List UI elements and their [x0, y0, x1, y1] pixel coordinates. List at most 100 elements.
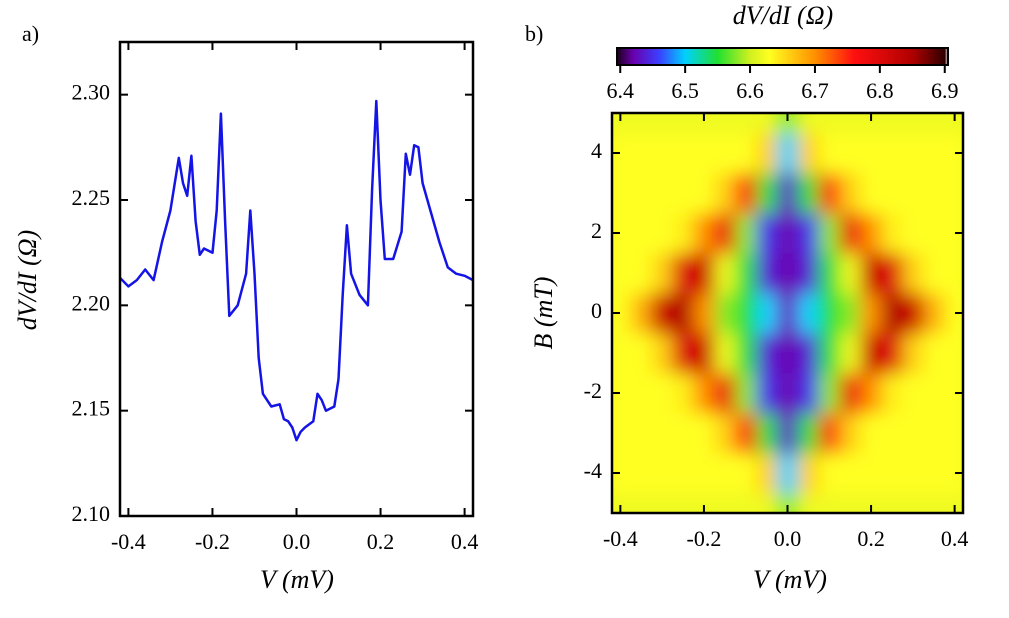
heatmap-cell	[944, 213, 963, 254]
heatmap-cell	[839, 213, 862, 254]
heatmap-cell	[756, 453, 778, 494]
y-tick-label: 4	[591, 138, 602, 163]
heatmap-cell	[818, 293, 841, 334]
heatmap-cell	[693, 213, 715, 254]
heatmap-cell	[818, 453, 841, 494]
heatmap-cell	[860, 373, 883, 414]
x-tick-label: 0.0	[283, 529, 311, 554]
heatmap-cell	[797, 173, 820, 214]
heatmap-cell	[818, 373, 841, 414]
heatmap-cell	[944, 113, 963, 134]
heatmap-cell	[735, 333, 757, 374]
heatmap-cell	[693, 293, 715, 334]
heatmap-cell	[777, 173, 799, 214]
heatmap-cell	[881, 213, 903, 254]
heatmap-cell	[797, 133, 820, 174]
heatmap-cell	[672, 253, 694, 294]
heatmap-cell	[651, 413, 674, 454]
heatmap-cell	[756, 173, 778, 214]
heatmap-cell	[651, 213, 674, 254]
heatmap-cell	[902, 113, 924, 134]
heatmap-cell	[756, 333, 778, 374]
heatmap-cell	[612, 113, 632, 134]
x-tick-label: 0.2	[857, 526, 885, 551]
heatmap-cell	[902, 333, 924, 374]
x-tick-label: 0.2	[367, 529, 395, 554]
heatmap-cell	[923, 293, 945, 334]
heatmap-cell	[797, 293, 820, 334]
heatmap-cell	[651, 453, 674, 494]
x-tick-label: 0.4	[451, 529, 479, 554]
heatmap	[612, 113, 963, 513]
heatmap-cell	[860, 493, 883, 513]
x-tick-label: -0.4	[111, 529, 146, 554]
heatmap-cell	[693, 113, 715, 134]
heatmap-cell	[630, 493, 653, 513]
heatmap-cell	[612, 173, 632, 214]
y-tick-label: 0	[591, 298, 602, 323]
heatmap-cell	[839, 333, 862, 374]
heatmap-cell	[818, 113, 841, 134]
heatmap-cell	[777, 113, 799, 134]
heatmap-cell	[630, 113, 653, 134]
heatmap-cell	[881, 333, 903, 374]
data-line	[119, 99, 474, 442]
heatmap-cell	[902, 293, 924, 334]
heatmap-cell	[735, 293, 757, 334]
panel-label: a)	[22, 21, 39, 46]
heatmap-cell	[818, 333, 841, 374]
x-tick-label: 0.4	[941, 526, 969, 551]
heatmap-cell	[630, 213, 653, 254]
colorbar-tick-label: 6.7	[801, 78, 829, 103]
y-tick-label: 2.15	[72, 396, 111, 421]
heatmap-cell	[630, 293, 653, 334]
x-tick-label: 0.0	[774, 526, 802, 551]
heatmap-cell	[797, 493, 820, 513]
heatmap-cell	[944, 133, 963, 174]
heatmap-cell	[839, 173, 862, 214]
heatmap-cell	[651, 293, 674, 334]
y-axis-label: dV/dI (Ω)	[13, 230, 42, 330]
heatmap-cell	[756, 493, 778, 513]
heatmap-cell	[735, 413, 757, 454]
heatmap-cell	[839, 113, 862, 134]
heatmap-cell	[651, 253, 674, 294]
heatmap-cell	[923, 413, 945, 454]
heatmap-cell	[630, 253, 653, 294]
y-tick-label: 2.20	[72, 290, 111, 315]
heatmap-cell	[902, 493, 924, 513]
heatmap-cell	[612, 413, 632, 454]
heatmap-cell	[860, 133, 883, 174]
heatmap-cell	[756, 413, 778, 454]
heatmap-cell	[672, 333, 694, 374]
heatmap-cell	[735, 173, 757, 214]
heatmap-cell	[651, 493, 674, 513]
heatmap-cell	[714, 373, 736, 414]
heatmap-cell	[756, 253, 778, 294]
heatmap-cell	[672, 453, 694, 494]
heatmap-cell	[714, 253, 736, 294]
heatmap-cell	[714, 413, 736, 454]
heatmap-cell	[612, 133, 632, 174]
heatmap-cell	[735, 113, 757, 134]
colorbar-tick-label: 6.9	[931, 78, 959, 103]
heatmap-cell	[923, 373, 945, 414]
heatmap-cell	[923, 333, 945, 374]
heatmap-cell	[672, 373, 694, 414]
heatmap-cell	[735, 133, 757, 174]
heatmap-cell	[902, 253, 924, 294]
heatmap-cell	[612, 453, 632, 494]
heatmap-cell	[672, 133, 694, 174]
heatmap-cell	[923, 493, 945, 513]
heatmap-cell	[902, 413, 924, 454]
heatmap-cell	[693, 173, 715, 214]
heatmap-cell	[693, 413, 715, 454]
y-axis-label: B (mT)	[529, 277, 558, 350]
heatmap-cell	[612, 213, 632, 254]
plot-frame	[118, 40, 475, 518]
heatmap-cell	[839, 493, 862, 513]
heatmap-cell	[714, 173, 736, 214]
heatmap-cell	[714, 133, 736, 174]
heatmap-cell	[756, 213, 778, 254]
heatmap-cell	[902, 173, 924, 214]
